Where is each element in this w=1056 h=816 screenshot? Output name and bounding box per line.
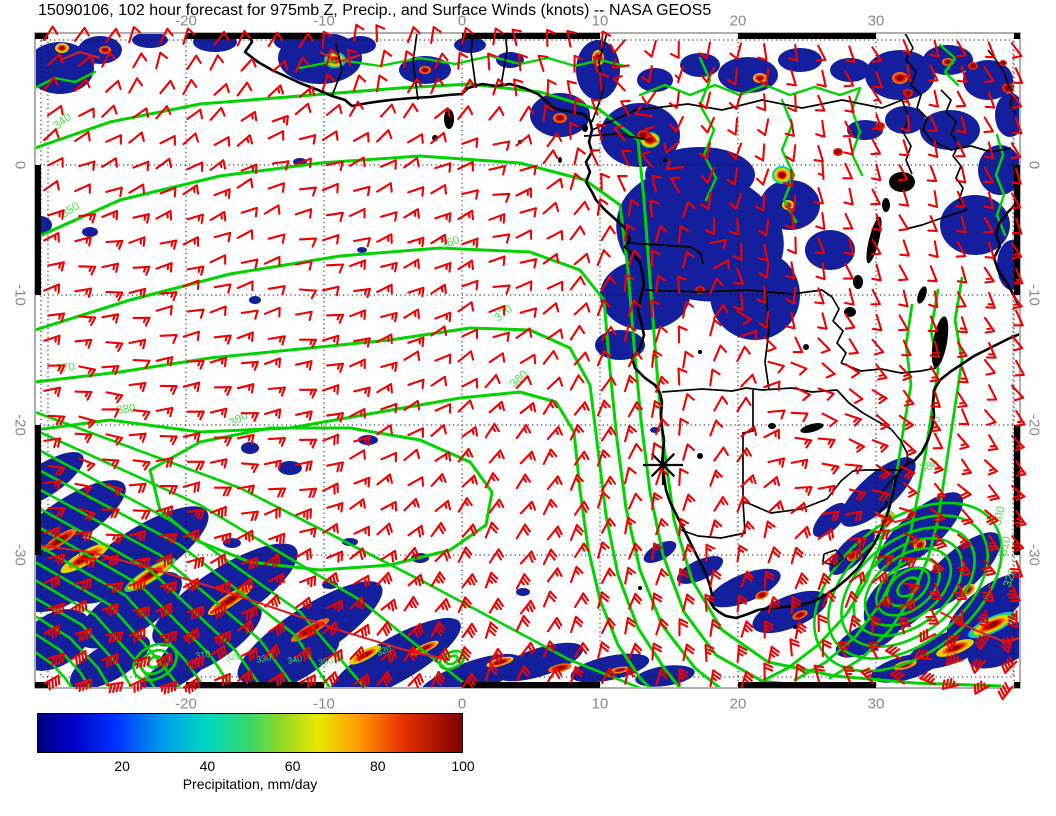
lon-tick-label-bottom: 30: [867, 695, 885, 713]
coastline-layer: [243, 34, 1019, 629]
country-border: [470, 34, 477, 89]
colorbar-tick-label: 40: [199, 758, 216, 774]
country-border: [412, 34, 419, 101]
country-border: [930, 139, 1012, 153]
lake: [889, 172, 915, 192]
lat-tick-label-right: -10: [1025, 284, 1043, 306]
lake: [853, 275, 863, 289]
country-border: [831, 296, 847, 364]
lon-tick-label-bottom: 0: [457, 695, 467, 713]
lake: [866, 216, 882, 264]
lat-tick-label-left: 0: [11, 160, 29, 170]
lon-tick-label-bottom: 20: [729, 695, 747, 713]
lake: [444, 109, 454, 129]
height-contour-label: 380: [116, 402, 137, 417]
lat-tick-label-left: -20: [11, 414, 29, 436]
colorbar-tick-label: 100: [451, 758, 475, 774]
wind-barb-layer: [42, 23, 1027, 701]
location-asterisk-marker: [643, 445, 683, 485]
coastline: [243, 34, 1019, 620]
lat-tick-label-left: -10: [11, 284, 29, 306]
precip-colorbar: [37, 713, 463, 753]
lon-tick-label-top: 10: [591, 12, 609, 30]
height-contour-label: 350: [317, 655, 334, 668]
height-contour-label: 310: [997, 535, 1014, 557]
height-contour-label: 370: [55, 361, 75, 375]
page-title: 15090106, 102 hour forecast for 975mb Z,…: [38, 2, 712, 19]
lake: [917, 286, 927, 304]
country-border: [591, 99, 903, 131]
lake: [558, 157, 562, 163]
country-border: [987, 49, 1017, 115]
wind-barbs: [42, 23, 1027, 701]
country-border: [661, 387, 838, 393]
colorbar-tick-label: 80: [370, 758, 386, 774]
lon-tick-label-bottom: -10: [313, 695, 335, 713]
lat-tick-label-right: -20: [1025, 414, 1043, 436]
country-border: [742, 469, 866, 514]
country-border: [836, 389, 909, 471]
lake: [800, 423, 824, 433]
country-border: [822, 549, 844, 567]
country-border: [940, 89, 968, 211]
height-contour-label: 380: [508, 368, 530, 390]
lake: [882, 198, 890, 212]
lake: [931, 316, 949, 368]
lon-tick-label-top: 20: [729, 12, 747, 30]
lat-tick-label-right: -30: [1025, 544, 1043, 566]
country-border: [583, 133, 649, 141]
lon-tick-label-bottom: -20: [175, 695, 197, 713]
lake: [768, 423, 776, 429]
height-contour-label: 320: [225, 651, 242, 663]
country-border: [628, 242, 704, 265]
lon-tick-label-top: -10: [313, 12, 335, 30]
lon-tick-label-top: 30: [867, 12, 885, 30]
lake: [582, 124, 588, 132]
country-border: [840, 362, 937, 374]
colorbar-caption: Precipitation, mm/day: [182, 776, 318, 792]
lon-tick-label-bottom: 10: [591, 695, 609, 713]
country-border: [331, 43, 343, 97]
country-border: [644, 289, 833, 298]
colorbar-tick-label: 60: [284, 758, 301, 774]
country-border: [764, 291, 770, 391]
country-border: [680, 500, 746, 539]
colorbar-tick-label: 20: [114, 758, 130, 774]
lon-tick-label-top: -20: [175, 12, 197, 30]
lon-tick-label-top: 0: [457, 12, 467, 30]
lat-tick-label-right: 0: [1025, 160, 1043, 170]
lat-tick-label-left: -30: [11, 544, 29, 566]
